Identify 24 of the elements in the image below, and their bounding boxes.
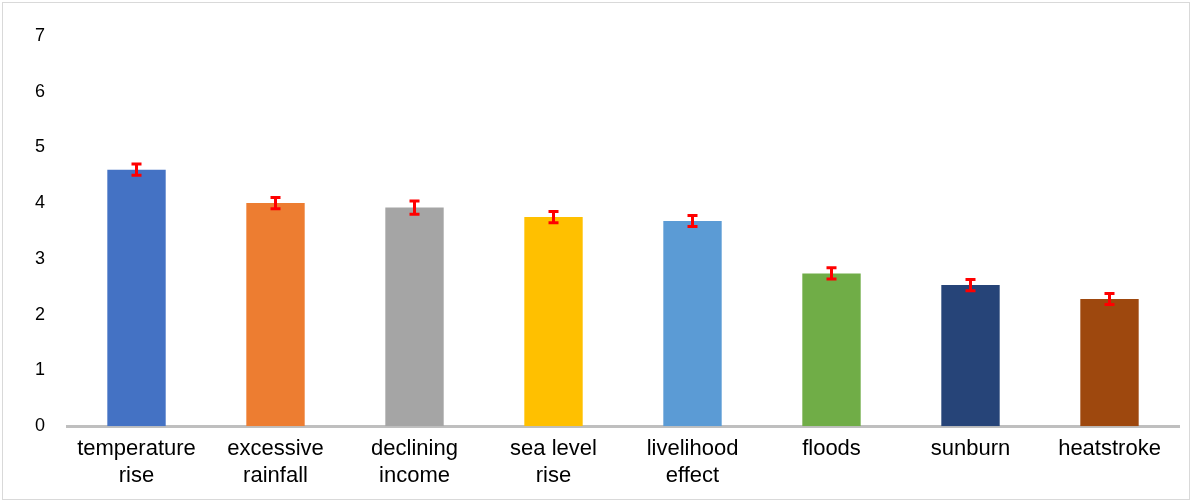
- x-tick-label: livelihood effect: [646, 435, 739, 487]
- bar: [802, 273, 861, 427]
- bar: [524, 217, 583, 427]
- y-tick-label: 2: [35, 303, 46, 324]
- y-tick-label: 7: [35, 24, 46, 45]
- y-tick-label: 0: [35, 415, 46, 436]
- x-tick-label: sea level rise: [510, 435, 597, 487]
- y-tick-label: 4: [35, 192, 46, 213]
- y-tick-label: 3: [35, 247, 46, 268]
- bar: [1080, 299, 1139, 427]
- y-tick-label: 1: [35, 359, 46, 380]
- y-tick-label: 5: [35, 136, 46, 157]
- bar: [941, 285, 1000, 427]
- bar: [663, 220, 722, 427]
- bar: [246, 203, 305, 427]
- x-tick-label: temperature rise: [77, 435, 196, 487]
- x-tick-label: floods: [802, 435, 861, 461]
- y-tick-label: 6: [35, 80, 46, 101]
- x-tick-label: declining income: [371, 435, 458, 487]
- bar: [385, 207, 444, 427]
- x-tick-label: excessive rainfall: [227, 435, 324, 487]
- bar: [107, 169, 166, 427]
- x-tick-label: sunburn: [930, 435, 1011, 461]
- x-tick-label: heatstroke: [1058, 435, 1161, 461]
